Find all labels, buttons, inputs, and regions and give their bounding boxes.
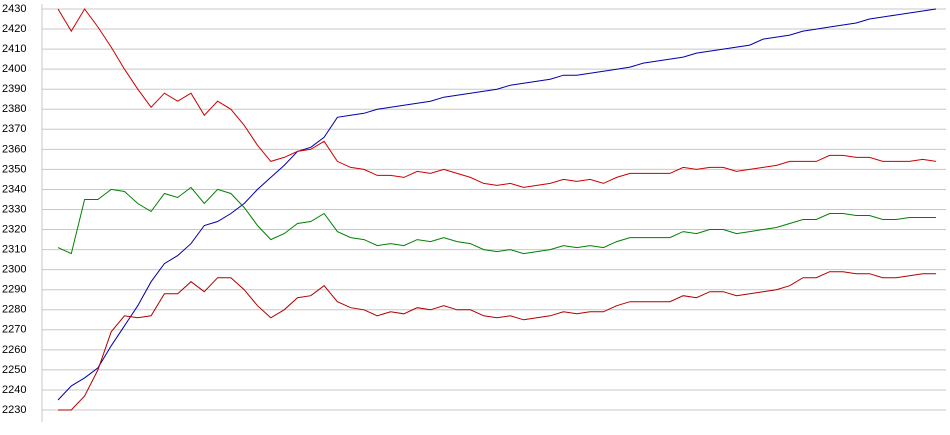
y-tick-label: 2410 xyxy=(2,43,26,55)
y-tick-label: 2300 xyxy=(2,264,26,276)
y-tick-label: 2310 xyxy=(2,244,26,256)
y-tick-label: 2360 xyxy=(2,143,26,155)
y-tick-label: 2290 xyxy=(2,284,26,296)
y-tick-label: 2240 xyxy=(2,384,26,396)
y-tick-label: 2430 xyxy=(2,3,26,15)
y-tick-label: 2260 xyxy=(2,344,26,356)
y-tick-label: 2320 xyxy=(2,223,26,235)
y-tick-label: 2340 xyxy=(2,183,26,195)
y-tick-label: 2230 xyxy=(2,404,26,416)
series-line xyxy=(57,8,937,401)
y-tick-label: 2330 xyxy=(2,203,26,215)
series-line xyxy=(57,186,936,255)
y-tick-label: 2350 xyxy=(2,163,26,175)
y-tick-label: 2420 xyxy=(2,23,26,35)
y-tick-label: 2250 xyxy=(2,364,26,376)
y-tick-label: 2400 xyxy=(2,63,26,75)
y-tick-label: 2380 xyxy=(2,103,26,115)
y-tick-label: 2370 xyxy=(2,123,26,135)
y-tick-label: 2280 xyxy=(2,304,26,316)
series-line xyxy=(58,271,936,411)
y-tick-label: 2390 xyxy=(2,83,26,95)
series-line xyxy=(57,8,937,188)
y-tick-label: 2270 xyxy=(2,324,26,336)
